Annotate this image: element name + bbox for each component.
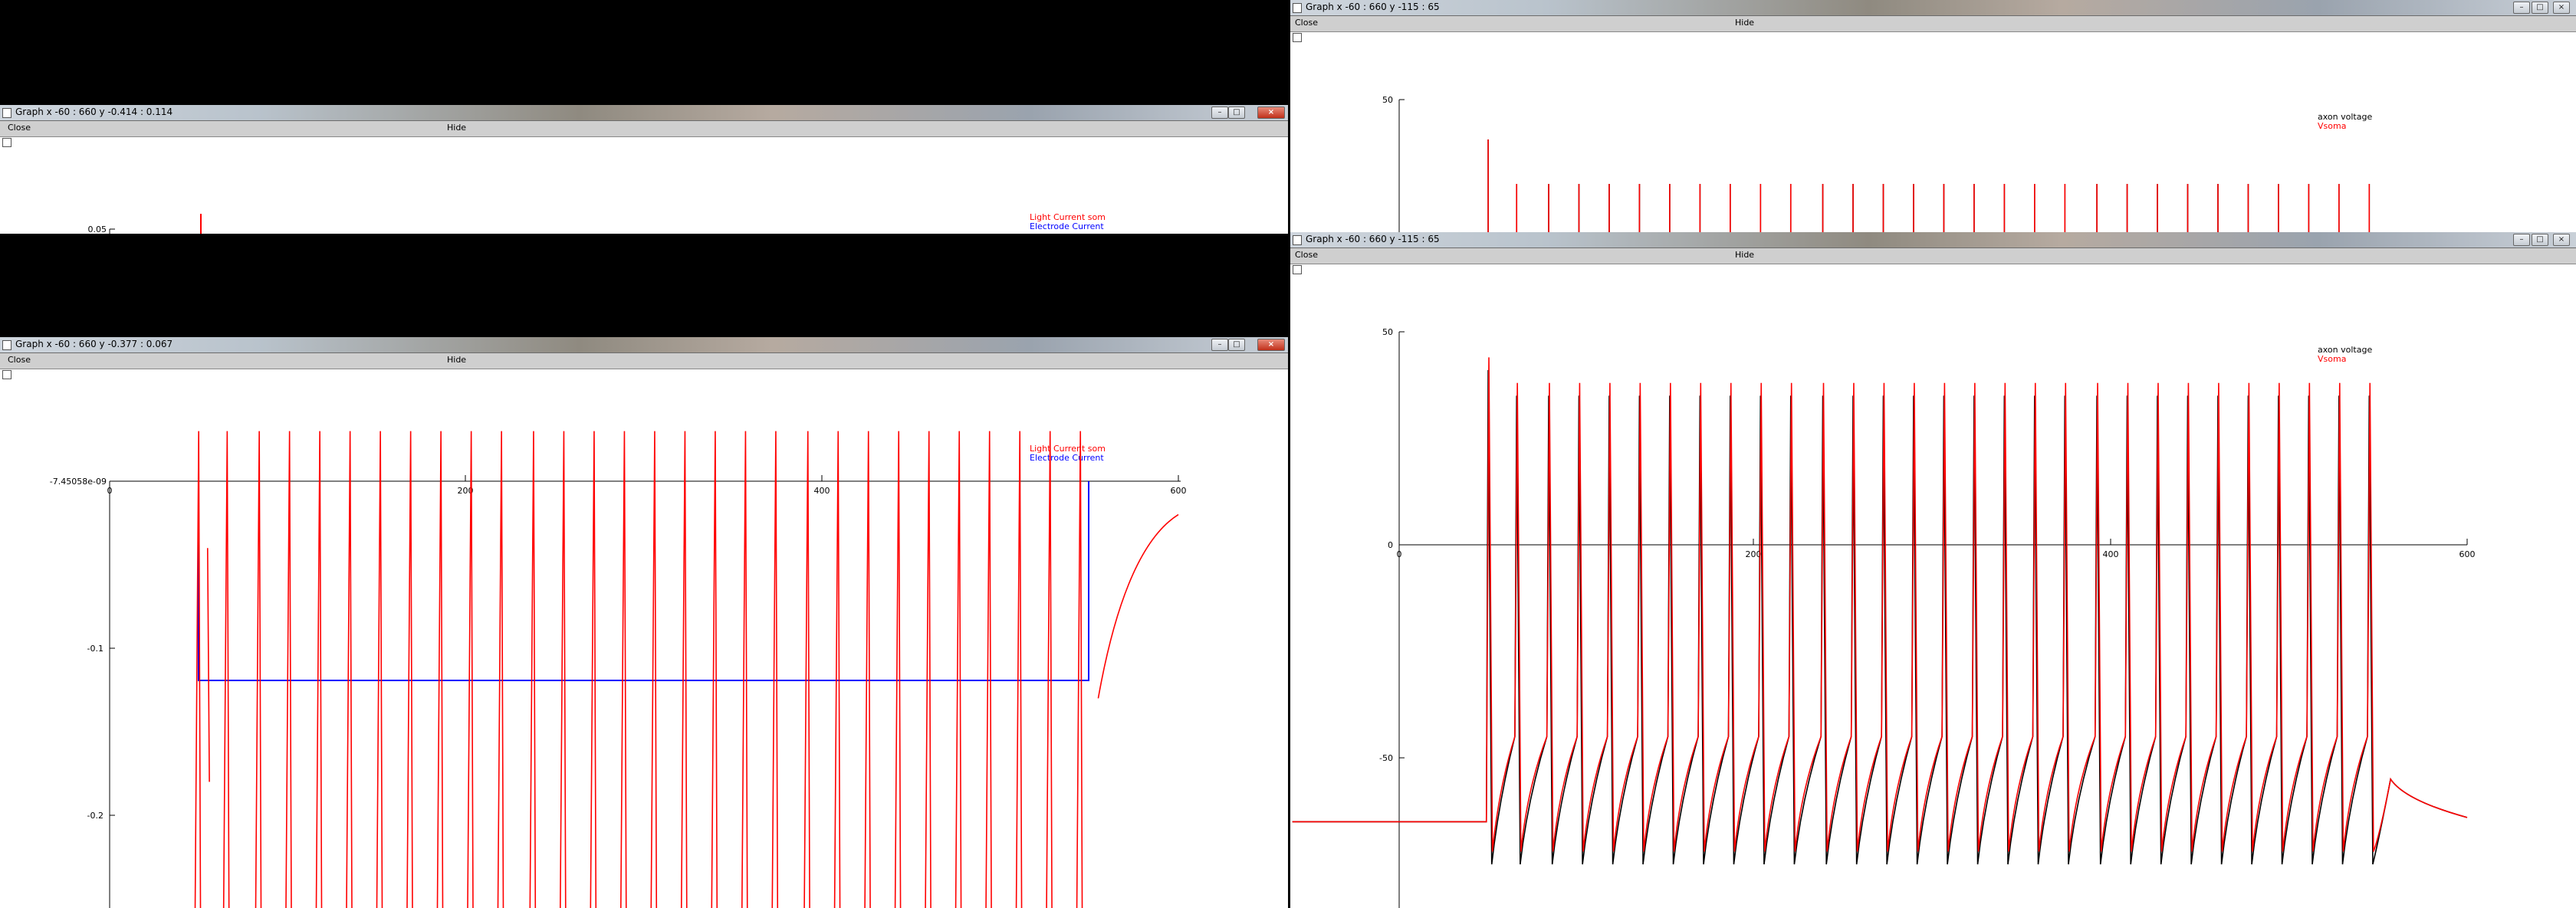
minimize-button[interactable]: – [1211, 107, 1228, 119]
hide-menu-item[interactable]: Hide [1735, 18, 1755, 28]
menubar: Close Hide [0, 353, 1288, 369]
maximize-button[interactable]: □ [1228, 107, 1245, 119]
close-window-button[interactable]: × [1257, 107, 1285, 119]
legend-electrode-current: Electrode Current [1030, 453, 1104, 463]
y-tick-label: 50 [1382, 327, 1393, 337]
close-menu-item[interactable]: Close [8, 355, 31, 365]
window-title: Graph x -60 : 660 y -0.414 : 0.114 [15, 107, 173, 117]
hide-menu-item[interactable]: Hide [447, 123, 467, 133]
legend-axon-voltage: axon voltage [2318, 112, 2372, 122]
menubar: Close Hide [1290, 248, 2576, 264]
graph-canvas: 50 0 -50 0 200 400 600 axon voltage Vsom… [1292, 327, 2476, 908]
y-tick-label: 50 [1382, 95, 1393, 105]
window-icon [2, 340, 12, 350]
y-tick-label: -50 [1379, 753, 1393, 763]
x-tick-label: 400 [2103, 549, 2119, 559]
x-tick-label: 600 [1171, 486, 1187, 496]
window-icon [1293, 235, 1302, 245]
window-title: Graph x -60 : 660 y -0.377 : 0.067 [15, 339, 173, 349]
close-menu-item[interactable]: Close [1295, 250, 1318, 260]
light-current-trace [194, 431, 1179, 908]
close-menu-item[interactable]: Close [1295, 18, 1318, 28]
y-tick-label: 0.05 [88, 225, 107, 234]
window-titlebar[interactable]: Graph x -60 : 660 y -115 : 65 – □ × [1290, 232, 2576, 248]
close-window-button[interactable]: × [2553, 2, 2570, 14]
axon-voltage-trace [1292, 370, 2468, 865]
menubar: Close Hide [1290, 16, 2576, 32]
graph-window-current-top: Graph x -60 : 660 y -0.414 : 0.114 – □ ×… [0, 105, 1288, 234]
maximize-button[interactable]: □ [1228, 339, 1245, 351]
legend-electrode-current: Electrode Current [1030, 221, 1104, 231]
graph-canvas: 50 axon voltage Vsoma [1382, 95, 2372, 232]
window-titlebar[interactable]: Graph x -60 : 660 y -115 : 65 – □ × [1290, 0, 2576, 16]
maximize-button[interactable]: □ [2532, 234, 2548, 246]
x-tick-label: 600 [2459, 549, 2476, 559]
x-tick-label: 400 [814, 486, 830, 496]
legend-vsoma: Vsoma [2318, 354, 2346, 364]
window-titlebar[interactable]: Graph x -60 : 660 y -0.414 : 0.114 – □ × [0, 105, 1288, 121]
vsoma-trace [1487, 139, 2371, 232]
axon-voltage-trace [1487, 139, 2371, 232]
legend-light-current: Light Current som [1030, 444, 1106, 454]
graph-window-voltage-top: Graph x -60 : 660 y -115 : 65 – □ × Clos… [1290, 0, 2576, 232]
minimize-button[interactable]: – [1211, 339, 1228, 351]
graph-window-current: Graph x -60 : 660 y -0.377 : 0.067 – □ ×… [0, 337, 1288, 908]
graph-checkbox[interactable] [1293, 33, 1302, 42]
close-window-button[interactable]: × [1257, 339, 1285, 351]
vsoma-trace [1292, 357, 2468, 852]
window-title: Graph x -60 : 660 y -115 : 65 [1306, 234, 1440, 244]
close-window-button[interactable]: × [2553, 234, 2570, 246]
legend-vsoma: Vsoma [2318, 121, 2346, 131]
legend-axon-voltage: axon voltage [2318, 345, 2372, 355]
graph-checkbox[interactable] [2, 138, 12, 147]
graph-checkbox[interactable] [2, 370, 12, 379]
window-title: Graph x -60 : 660 y -115 : 65 [1306, 2, 1440, 12]
hide-menu-item[interactable]: Hide [1735, 250, 1755, 260]
hide-menu-item[interactable]: Hide [447, 355, 467, 365]
y-tick-label: -0.2 [87, 811, 104, 821]
graph-checkbox[interactable] [1293, 265, 1302, 274]
y-tick-label: 0 [1388, 540, 1393, 550]
x-tick-label: 200 [1746, 549, 1762, 559]
window-icon [1293, 3, 1302, 13]
graph-canvas: -7.45058e-09 -0.1 -0.2 0 200 400 600 Lig… [50, 431, 1187, 908]
window-icon [2, 108, 12, 118]
graph-window-voltage: Graph x -60 : 660 y -115 : 65 – □ × Clos… [1290, 232, 2576, 908]
legend-light-current: Light Current som [1030, 212, 1106, 222]
close-menu-item[interactable]: Close [8, 123, 31, 133]
y-tick-label: -0.1 [87, 644, 104, 654]
maximize-button[interactable]: □ [2532, 2, 2548, 14]
x-tick-label: 0 [107, 486, 113, 496]
y-tick-label: -7.45058e-09 [50, 477, 107, 487]
minimize-button[interactable]: – [2513, 2, 2530, 14]
minimize-button[interactable]: – [2513, 234, 2530, 246]
menubar: Close Hide [0, 121, 1288, 137]
electrode-current-line [198, 481, 1089, 681]
x-tick-label: 0 [1397, 549, 1402, 559]
window-titlebar[interactable]: Graph x -60 : 660 y -0.377 : 0.067 – □ × [0, 337, 1288, 353]
graph-canvas: 0.05 Light Current som Electrode Current [88, 212, 1106, 234]
x-tick-label: 200 [458, 486, 474, 496]
